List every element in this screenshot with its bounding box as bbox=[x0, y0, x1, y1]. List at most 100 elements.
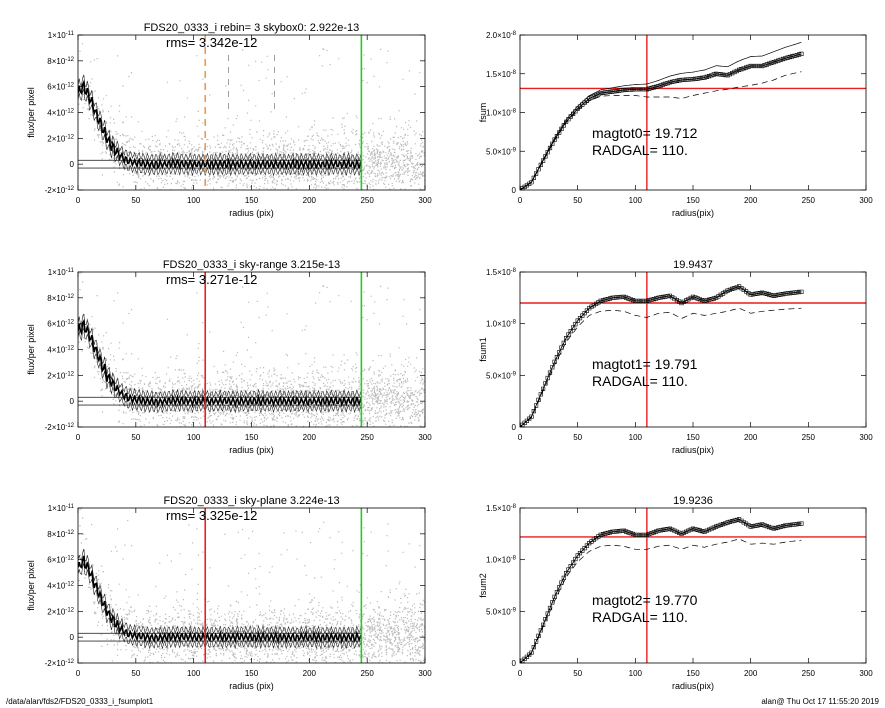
x-tick-label: 50 bbox=[573, 433, 582, 442]
magtot-label: magtot2= 19.770 bbox=[592, 592, 698, 608]
y-tick-label: 1.0×10-8 bbox=[486, 320, 517, 329]
x-axis-label: radius (pix) bbox=[229, 445, 274, 455]
x-tick-label: 200 bbox=[303, 196, 317, 205]
magtot-label: magtot1= 19.791 bbox=[592, 356, 698, 372]
y-tick-label: -2×10-12 bbox=[45, 186, 75, 195]
y-tick-label: -2×10-12 bbox=[45, 659, 75, 668]
lower-bound-dashed-curve bbox=[520, 71, 802, 190]
x-tick-label: 100 bbox=[187, 669, 201, 678]
x-tick-label: 300 bbox=[859, 196, 873, 205]
x-tick-label: 150 bbox=[686, 433, 700, 442]
y-axis-label: flux/per pixel bbox=[26, 324, 36, 375]
x-tick-label: 200 bbox=[744, 433, 758, 442]
plot-area bbox=[78, 35, 425, 190]
y-tick-label: -2×10-12 bbox=[45, 423, 75, 432]
x-tick-label: 100 bbox=[187, 196, 201, 205]
x-axis-label: radius (pix) bbox=[229, 681, 274, 691]
x-tick-label: 150 bbox=[245, 196, 259, 205]
radgal-label: RADGAL= 110. bbox=[592, 373, 688, 389]
plot-area bbox=[78, 508, 425, 663]
plot-area bbox=[520, 508, 866, 663]
x-tick-label: 250 bbox=[360, 433, 374, 442]
rms-annotation: rms= 3.325e-12 bbox=[166, 508, 257, 523]
rms-annotation: rms= 3.342e-12 bbox=[166, 35, 257, 50]
y-tick-label: 2×10-12 bbox=[47, 134, 74, 143]
y-tick-label: 0 bbox=[512, 186, 517, 195]
x-tick-label: 250 bbox=[802, 433, 816, 442]
lower-bound-dashed-curve bbox=[520, 538, 802, 663]
y-axis-label: flux/per pixel bbox=[26, 87, 36, 138]
x-tick-label: 250 bbox=[360, 669, 374, 678]
y-tick-label: 8×10-12 bbox=[47, 294, 74, 303]
plot-frame bbox=[519, 34, 867, 191]
x-tick-label: 200 bbox=[303, 433, 317, 442]
radial-profile-line bbox=[78, 79, 363, 172]
x-tick-label: 0 bbox=[76, 196, 81, 205]
x-tick-label: 0 bbox=[76, 433, 81, 442]
y-tick-label: 4×10-12 bbox=[47, 582, 74, 591]
lower-bound-dashed-curve bbox=[520, 307, 802, 427]
y-tick-label: 5.0×10-9 bbox=[486, 371, 517, 380]
footer-user-timestamp: alan@ Thu Oct 17 11:55:20 2019 bbox=[761, 697, 879, 706]
y-tick-label: 1×10-11 bbox=[48, 268, 75, 277]
profile-upper-envelope bbox=[78, 548, 362, 636]
y-tick-label: 0 bbox=[70, 633, 75, 642]
y-tick-label: 6×10-12 bbox=[47, 320, 74, 329]
x-tick-label: 150 bbox=[245, 669, 259, 678]
plot-area bbox=[520, 272, 866, 427]
panel-title: FDS20_0333_i sky-plane 3.224e-13 bbox=[163, 495, 339, 507]
plot-area bbox=[78, 272, 425, 427]
x-tick-label: 50 bbox=[573, 196, 582, 205]
x-tick-label: 0 bbox=[76, 669, 81, 678]
y-tick-label: 8×10-12 bbox=[47, 530, 74, 539]
x-tick-label: 300 bbox=[859, 433, 873, 442]
x-tick-label: 50 bbox=[131, 433, 140, 442]
x-axis-label: radius(pix) bbox=[672, 208, 714, 218]
plot-area bbox=[520, 35, 866, 190]
radgal-label: RADGAL= 110. bbox=[592, 142, 688, 158]
profile-lower-envelope bbox=[78, 563, 362, 650]
radgal-label: RADGAL= 110. bbox=[592, 609, 688, 625]
y-tick-label: 0 bbox=[512, 423, 517, 432]
y-tick-label: 8×10-12 bbox=[47, 57, 74, 66]
y-tick-label: 4×10-12 bbox=[47, 109, 74, 118]
x-tick-label: 250 bbox=[360, 196, 374, 205]
x-tick-label: 100 bbox=[629, 669, 643, 678]
rms-annotation: rms= 3.271e-12 bbox=[166, 272, 257, 287]
y-tick-label: 1.5×10-8 bbox=[486, 504, 517, 513]
x-axis-label: radius(pix) bbox=[672, 681, 714, 691]
curve-of-growth-markers bbox=[520, 284, 804, 427]
y-tick-label: 0 bbox=[70, 160, 75, 169]
y-tick-label: 0 bbox=[512, 659, 517, 668]
x-tick-label: 0 bbox=[518, 433, 523, 442]
x-tick-label: 300 bbox=[418, 196, 432, 205]
x-tick-label: 200 bbox=[303, 669, 317, 678]
plot-frame bbox=[519, 507, 867, 664]
radial-profile-line bbox=[78, 555, 363, 645]
y-tick-label: 6×10-12 bbox=[47, 556, 74, 565]
profile-upper-envelope bbox=[78, 313, 362, 400]
x-tick-label: 150 bbox=[245, 433, 259, 442]
x-tick-label: 150 bbox=[686, 669, 700, 678]
x-tick-label: 300 bbox=[418, 433, 432, 442]
curve-of-growth-markers bbox=[520, 51, 804, 190]
x-axis-label: radius(pix) bbox=[672, 445, 714, 455]
x-tick-label: 150 bbox=[686, 196, 700, 205]
y-tick-label: 1.0×10-8 bbox=[486, 556, 517, 565]
x-tick-label: 250 bbox=[802, 196, 816, 205]
y-tick-label: 2.0×10-8 bbox=[486, 31, 517, 40]
profile-lower-envelope bbox=[78, 327, 362, 414]
curve-of-growth-markers bbox=[520, 517, 804, 663]
footer-filepath: /data/alan/fds2/FDS20_0333_i_fsumplot1 bbox=[6, 697, 154, 706]
panel-3: rms= 3.271e-12 0 50 100 150 200 250 300 -2×10-12… bbox=[26, 259, 432, 455]
scatter-points bbox=[78, 509, 425, 663]
radial-profile-line bbox=[78, 318, 363, 409]
x-tick-label: 0 bbox=[518, 196, 523, 205]
y-axis-label: fsum1 bbox=[478, 337, 488, 362]
x-tick-label: 50 bbox=[573, 669, 582, 678]
x-tick-label: 250 bbox=[802, 669, 816, 678]
y-tick-label: 1.5×10-8 bbox=[486, 70, 517, 79]
x-tick-label: 200 bbox=[744, 669, 758, 678]
y-axis-label: fsum2 bbox=[478, 573, 488, 598]
